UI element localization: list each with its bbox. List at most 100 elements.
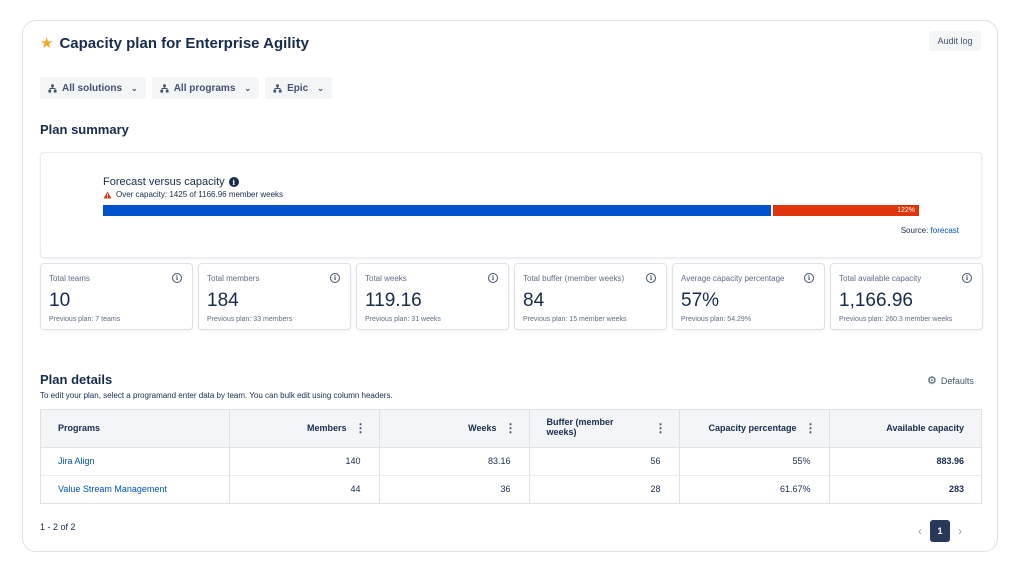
page-button-current[interactable]: 1	[930, 520, 950, 542]
available-capacity-cell: 283	[948, 484, 964, 495]
metric-previous: Previous plan: 33 members	[207, 316, 293, 323]
metric-previous: Previous plan: 7 teams	[49, 316, 121, 323]
metric-value: 119.16	[365, 290, 422, 311]
star-icon[interactable]: ★	[40, 35, 54, 52]
members-cell[interactable]: 140	[229, 447, 380, 476]
buffer-cell[interactable]: 56	[529, 447, 680, 476]
metric-label: Total available capacity	[839, 274, 922, 283]
filter-label: All solutions	[62, 82, 122, 94]
metric-value: 10	[49, 290, 71, 311]
filter-all-solutions[interactable]: All solutions ⌄	[40, 77, 146, 99]
table-header-row: Programs Members ⋮ Weeks ⋮ Buffer (member …	[41, 410, 981, 448]
more-icon[interactable]: ⋮	[354, 421, 367, 436]
forecast-source-link[interactable]: forecast	[930, 226, 959, 235]
metric-label: Total teams	[49, 274, 90, 283]
forecast-source: Source: forecast	[901, 226, 959, 235]
metric-label: Total members	[207, 274, 260, 283]
column-header-capacity[interactable]: Capacity percentage ⋮	[679, 410, 830, 448]
plan-summary-heading: Plan summary	[40, 122, 129, 137]
info-icon[interactable]: i	[330, 273, 340, 283]
filter-bar: All solutions ⌄ All programs ⌄ Epic ⌄	[40, 77, 332, 99]
info-icon[interactable]: i	[228, 177, 239, 187]
column-header-label: Capacity percentage	[708, 423, 797, 434]
page-title: Capacity plan for Enterprise Agility	[59, 35, 309, 52]
weeks-cell[interactable]: 83.16	[379, 447, 530, 476]
capacity-bar-divider	[771, 205, 773, 216]
warning-text: Over capacity: 1425 of 1166.96 member we…	[116, 190, 284, 199]
capacity-bar: 122%	[103, 205, 919, 216]
forecast-panel: Forecast versus capacity i Over capacity…	[40, 152, 982, 258]
more-icon[interactable]: ⋮	[504, 421, 517, 436]
plan-details-table: Programs Members ⋮ Weeks ⋮ Buffer (member …	[40, 409, 982, 504]
warning-icon	[103, 190, 112, 199]
filter-label: Epic	[287, 82, 309, 94]
chevron-down-icon: ⌄	[244, 83, 252, 93]
metric-value: 184	[207, 290, 239, 311]
weeks-cell[interactable]: 36	[379, 475, 530, 503]
capacity-bar-fill	[103, 205, 771, 216]
capacity-cell[interactable]: 61.67%	[679, 475, 830, 503]
column-header-members[interactable]: Members ⋮	[229, 410, 380, 448]
metric-label: Total buffer (member weeks)	[523, 274, 625, 283]
info-icon[interactable]: i	[488, 273, 498, 283]
metric-label: Total weeks	[365, 274, 407, 283]
info-icon[interactable]: i	[804, 273, 814, 283]
column-header-label: Available capacity	[886, 423, 964, 434]
metric-label: Average capacity percentage	[681, 274, 785, 283]
plan-details-heading: Plan details	[40, 372, 113, 387]
defaults-label: Defaults	[940, 375, 974, 386]
chevron-right-icon[interactable]: ›	[958, 524, 962, 538]
filter-label: All programs	[173, 82, 236, 94]
page-header: ★ Capacity plan for Enterprise Agility	[40, 35, 309, 52]
metric-value: 84	[523, 290, 545, 311]
metric-card-total-teams: Total teams i 10 Previous plan: 7 teams	[40, 263, 193, 330]
gear-icon: ⚙	[927, 375, 937, 387]
capacity-cell[interactable]: 55%	[679, 447, 830, 476]
metrics-row: Total teams i 10 Previous plan: 7 teams …	[40, 263, 983, 330]
hierarchy-icon	[273, 83, 282, 93]
buffer-cell[interactable]: 28	[529, 475, 680, 503]
column-header-label: Buffer (member weeks)	[546, 417, 614, 438]
chevron-down-icon: ⌄	[131, 83, 138, 93]
forecast-title: Forecast versus capacity i	[103, 176, 239, 188]
metric-previous: Previous plan: 31 weeks	[365, 316, 441, 323]
table-row: Jira Align 140 83.16 56 55% 883.96	[41, 447, 981, 476]
column-header-programs[interactable]: Programs	[41, 410, 230, 448]
audit-log-button[interactable]: Audit log	[929, 31, 981, 51]
plan-details-description: To edit your plan, select a programand e…	[40, 391, 393, 400]
info-icon[interactable]: i	[172, 273, 182, 283]
column-header-buffer[interactable]: Buffer (member weeks) ⋮	[529, 410, 680, 448]
metric-card-total-available-capacity: Total available capacity i 1,166.96 Prev…	[830, 263, 983, 330]
program-link[interactable]: Value Stream Management	[41, 475, 230, 503]
hierarchy-icon	[48, 83, 57, 93]
table-row: Value Stream Management 44 36 28 61.67% …	[41, 475, 981, 503]
column-header-label: Members	[306, 423, 347, 434]
info-icon[interactable]: i	[962, 273, 972, 283]
filter-epic[interactable]: Epic ⌄	[265, 77, 332, 99]
info-icon[interactable]: i	[646, 273, 656, 283]
chevron-left-icon[interactable]: ‹	[918, 524, 922, 538]
metric-value: 1,166.96	[839, 290, 913, 311]
pagination: ‹ 1 ›	[918, 520, 962, 542]
metric-value: 57%	[681, 290, 720, 311]
available-capacity-cell: 883.96	[829, 447, 981, 476]
forecast-title-text: Forecast versus capacity	[103, 176, 225, 188]
defaults-button[interactable]: ⚙ Defaults	[927, 374, 974, 387]
members-cell[interactable]: 44	[229, 475, 380, 503]
metric-previous: Previous plan: 54.29%	[681, 316, 752, 323]
column-header-label: Weeks	[468, 423, 497, 434]
over-capacity-percent: 122%	[897, 207, 915, 214]
metric-card-total-weeks: Total weeks i 119.16 Previous plan: 31 w…	[356, 263, 509, 330]
filter-all-programs[interactable]: All programs ⌄	[151, 77, 260, 99]
program-link[interactable]: Jira Align	[41, 447, 230, 476]
column-header-label: Programs	[58, 423, 101, 434]
over-capacity-warning: Over capacity: 1425 of 1166.96 member we…	[103, 190, 283, 199]
more-icon[interactable]: ⋮	[654, 421, 667, 436]
more-icon[interactable]: ⋮	[804, 421, 817, 436]
metric-card-total-buffer: Total buffer (member weeks) i 84 Previou…	[514, 263, 667, 330]
column-header-weeks[interactable]: Weeks ⋮	[379, 410, 530, 448]
metric-card-total-members: Total members i 184 Previous plan: 33 me…	[198, 263, 351, 330]
column-header-available-capacity[interactable]: Available capacity	[829, 410, 981, 448]
metric-previous: Previous plan: 15 member weeks	[523, 316, 627, 323]
hierarchy-icon	[160, 83, 169, 93]
